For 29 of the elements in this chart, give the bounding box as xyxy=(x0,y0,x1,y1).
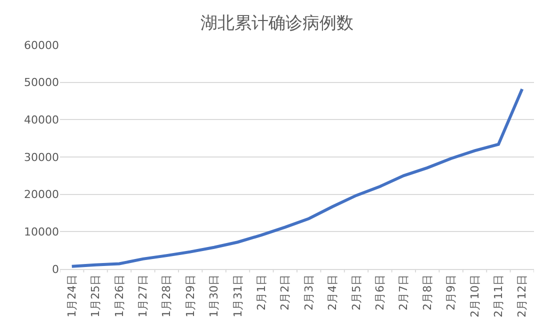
x-tick-label: 2月7日 xyxy=(397,274,410,310)
x-tick-label: 2月9日 xyxy=(444,274,458,310)
x-tick-label: 2月3日 xyxy=(302,274,316,310)
x-tick-label: 2月5日 xyxy=(350,274,363,310)
y-tick-label: 0 xyxy=(52,262,59,276)
x-tick-label: 2月11日 xyxy=(492,274,506,318)
x-tick-label: 2月8日 xyxy=(420,274,434,310)
x-tick-label: 1月27日 xyxy=(136,274,150,318)
y-tick-label: 20000 xyxy=(24,188,59,202)
x-tick-label: 1月30日 xyxy=(208,274,221,318)
x-tick-label: 2月2日 xyxy=(278,274,292,310)
x-tick-label: 1月29日 xyxy=(184,274,197,318)
y-tick-label: 30000 xyxy=(24,150,59,164)
x-tick-label: 1月31日 xyxy=(231,274,244,318)
x-tick-label: 1月26日 xyxy=(112,274,126,318)
x-tick-label: 2月1日 xyxy=(255,274,268,310)
x-tick-label: 1月24日 xyxy=(65,274,78,318)
x-tick-label: 2月10日 xyxy=(468,274,482,318)
x-tick-label: 1月28日 xyxy=(160,274,174,318)
x-tick-label: 2月4日 xyxy=(326,274,340,310)
y-tick-label: 40000 xyxy=(24,114,59,127)
x-tick-label: 1月25日 xyxy=(89,274,102,318)
line-series xyxy=(70,88,524,268)
y-tick-label: 50000 xyxy=(24,76,59,90)
chart-title: 湖北累计确诊病例数 xyxy=(200,14,354,34)
x-tick-label: 2月6日 xyxy=(374,274,387,310)
y-tick-label: 10000 xyxy=(24,226,59,239)
x-tick-label: 2月12日 xyxy=(516,274,529,318)
y-tick-label: 60000 xyxy=(24,38,59,52)
